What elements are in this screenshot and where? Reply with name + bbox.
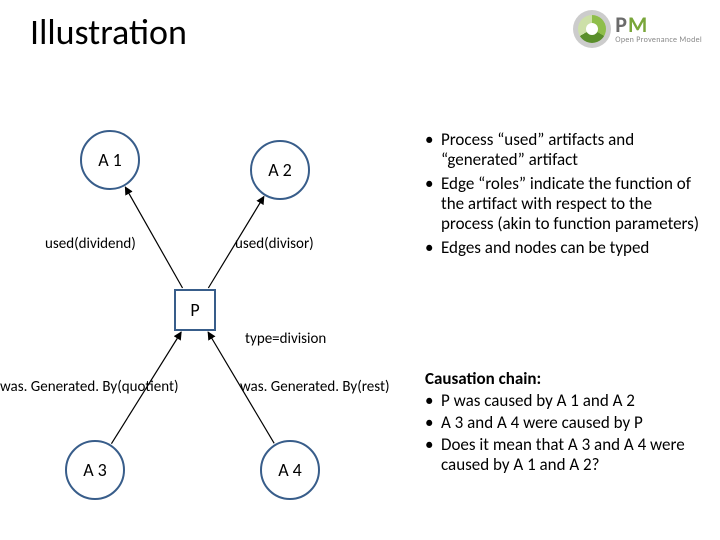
node-a3: A 3 [65,440,125,500]
edge-label: was. Generated. By(quotient) [0,378,179,396]
logo-subtitle: Open Provenance Model [615,36,702,44]
node-a2: A 2 [250,140,310,200]
logo-swirl-icon [573,10,611,48]
logo-wordmark: PM [615,14,702,36]
causation-block: Causation chain: P was caused by A 1 and… [425,368,710,477]
logo: PM Open Provenance Model [573,10,702,48]
slide: Illustration PM Open Provenance Model A … [0,0,720,540]
edge-label: used(dividend) [45,235,136,253]
node-a4: A 4 [260,440,320,500]
node-a1: A 1 [80,130,140,190]
causation-item: A 3 and A 4 were caused by P [425,413,710,433]
bullet-item: Edge “roles” indicate the function of th… [425,174,705,234]
bullet-list: Process “used” artifacts and “generated”… [425,130,705,262]
causation-title: Causation chain: [425,368,710,389]
type-annotation: type=division [245,330,326,348]
causation-item: Does it mean that A 3 and A 4 were cause… [425,435,710,475]
bullet-item: Process “used” artifacts and “generated”… [425,130,705,170]
node-p: P [174,289,216,331]
diagram: A 1 A 2 P A 3 A 4 used(dividend) used(divisor… [0,100,420,520]
edge-label: used(divisor) [235,235,314,253]
causation-item: P was caused by A 1 and A 2 [425,391,710,411]
logo-text: PM Open Provenance Model [615,14,702,44]
page-title: Illustration [30,10,187,54]
edge-label: was. Generated. By(rest) [240,378,390,396]
bullet-item: Edges and nodes can be typed [425,238,705,258]
